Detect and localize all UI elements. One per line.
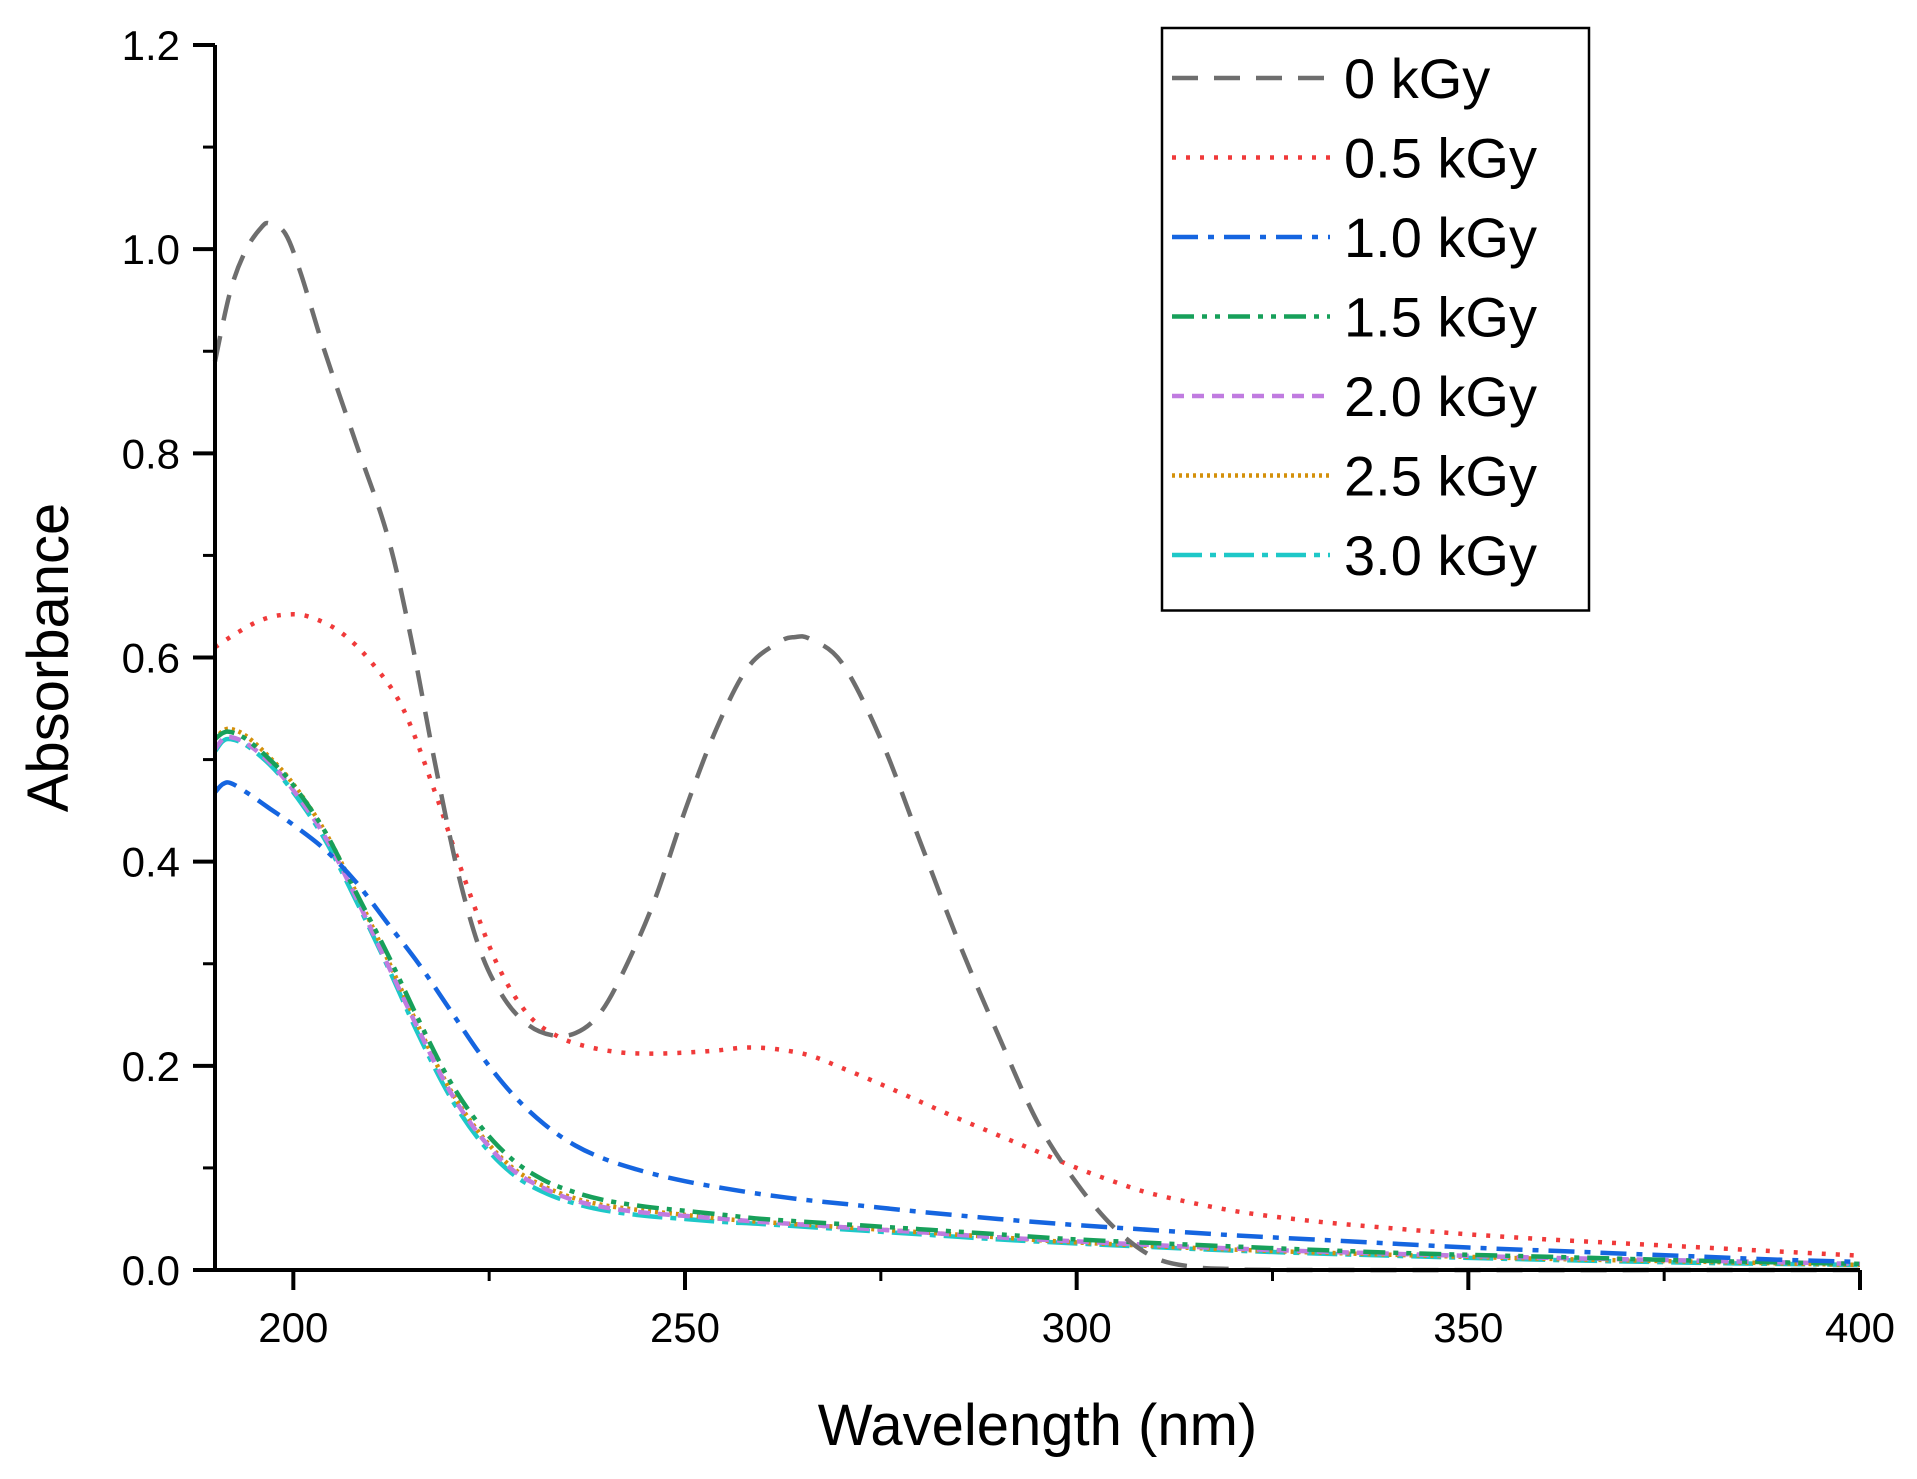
legend-label: 1.5 kGy [1344, 286, 1537, 349]
legend-item: 2.0 kGy [1172, 365, 1537, 428]
series-line-2-5-kgy [213, 726, 1861, 1268]
x-tick-label: 400 [1825, 1304, 1895, 1351]
x-tick-label: 250 [650, 1304, 720, 1351]
y-tick-label: 0.2 [122, 1043, 180, 1090]
legend-label: 0.5 kGy [1344, 127, 1537, 190]
y-tick-label: 0.4 [122, 839, 180, 886]
series-line-1-5-kgy [213, 729, 1861, 1267]
legend-item: 0.5 kGy [1172, 127, 1537, 190]
series-layer [212, 220, 1861, 1273]
legend-items: 0 kGy 0.5 kGy 1.0 kGy 1.5 kGy 2.0 kGy 2.5 kGy… [1172, 47, 1537, 587]
y-tick-label: 1.2 [122, 22, 180, 69]
x-tick-label: 350 [1433, 1304, 1503, 1351]
series-line-2-0-kgy [213, 734, 1861, 1267]
y-tick-label: 0.8 [122, 430, 180, 477]
y-tick-label: 1.0 [122, 226, 180, 273]
legend-label: 0 kGy [1344, 47, 1490, 110]
legend-label: 3.0 kGy [1344, 524, 1537, 587]
legend-item: 0 kGy [1172, 47, 1490, 110]
plot-area: 200 250 300 350 400 0.0 0.2 0.4 0.6 0.8 1.0 1.2 [122, 22, 1895, 1351]
legend-item: 1.0 kGy [1172, 206, 1537, 269]
legend-label: 1.0 kGy [1344, 206, 1537, 269]
legend-label: 2.5 kGy [1344, 445, 1537, 508]
series-line-1-0-kgy [213, 780, 1861, 1265]
legend-item: 3.0 kGy [1172, 524, 1537, 587]
series-line-0-5-kgy [213, 612, 1861, 1258]
x-axis-ticks: 200 250 300 350 400 [258, 1270, 1895, 1351]
legend-item: 1.5 kGy [1172, 286, 1537, 349]
y-axis-title: Absorbance [16, 503, 81, 813]
legend-box [1160, 26, 1591, 612]
series-line-0-kgy [212, 220, 1861, 1273]
x-tick-label: 300 [1042, 1304, 1112, 1351]
y-axis-ticks: 0.0 0.2 0.4 0.6 0.8 1.0 1.2 [122, 22, 215, 1294]
y-tick-label: 0.6 [122, 635, 180, 682]
y-tick-label: 0.0 [122, 1247, 180, 1294]
series-line-3-0-kgy [213, 736, 1861, 1268]
legend-item: 2.5 kGy [1172, 445, 1537, 508]
x-tick-label: 200 [258, 1304, 328, 1351]
legend-label: 2.0 kGy [1344, 365, 1537, 428]
x-axis-title: Wavelength (nm) [818, 1393, 1257, 1458]
legend: 0 kGy 0.5 kGy 1.0 kGy 1.5 kGy 2.0 kGy 2.5 kGy… [1160, 26, 1591, 612]
